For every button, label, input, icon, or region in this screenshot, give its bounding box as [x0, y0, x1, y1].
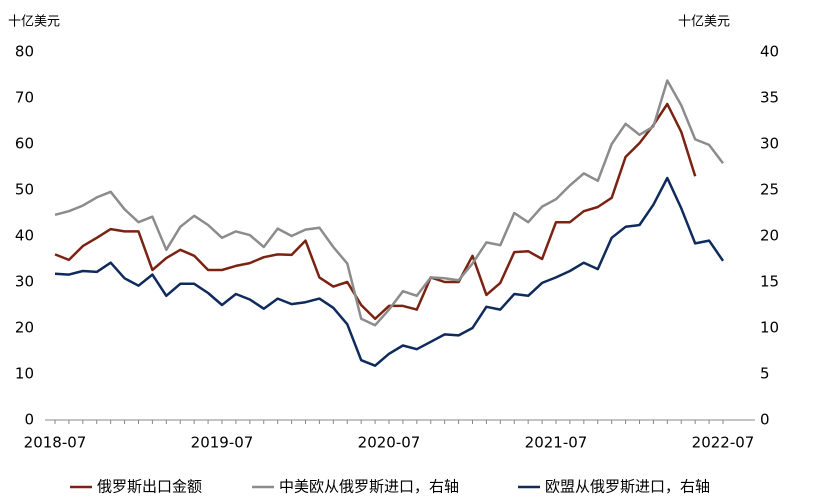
- y-tick-label: 10: [15, 365, 34, 383]
- y-tick-label: 30: [15, 273, 34, 291]
- x-tick-label: 2020-07: [358, 434, 421, 452]
- y-axis-unit: 十亿美元: [8, 15, 60, 30]
- series-line: [54, 79, 724, 327]
- series-line: [54, 102, 697, 321]
- x-tick-label: 2022-07: [692, 434, 755, 452]
- y2-tick-label: 30: [760, 135, 779, 153]
- y-tick-label: 0: [24, 411, 34, 429]
- x-tick-label: 2018-07: [24, 434, 87, 452]
- legend-label: 俄罗斯出口金额: [97, 478, 202, 496]
- legend-label: 欧盟从俄罗斯进口，右轴: [545, 478, 710, 496]
- y2-tick-label: 5: [760, 365, 770, 383]
- y-tick-label: 60: [15, 135, 34, 153]
- legend-label: 中美欧从俄罗斯进口，右轴: [279, 478, 459, 496]
- y2-axis-unit: 十亿美元: [678, 15, 730, 30]
- y2-tick-label: 0: [760, 411, 770, 429]
- y2-tick-label: 10: [760, 319, 779, 337]
- y-tick-label: 50: [15, 181, 34, 199]
- y2-tick-label: 20: [760, 227, 779, 245]
- x-tick-label: 2019-07: [191, 434, 254, 452]
- y-tick-label: 80: [15, 43, 34, 61]
- y2-tick-label: 40: [760, 43, 779, 61]
- series-line: [54, 176, 725, 367]
- y-tick-label: 40: [15, 227, 34, 245]
- y-tick-label: 20: [15, 319, 34, 337]
- y2-tick-label: 15: [760, 273, 779, 291]
- y2-tick-label: 35: [760, 89, 779, 107]
- x-tick-label: 2021-07: [525, 434, 588, 452]
- y-tick-label: 70: [15, 89, 34, 107]
- y2-tick-label: 25: [760, 181, 779, 199]
